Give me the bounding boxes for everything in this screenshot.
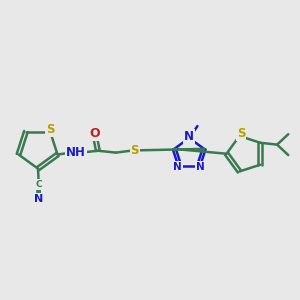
Text: S: S — [46, 123, 54, 136]
Text: NH: NH — [66, 146, 86, 159]
Text: N: N — [34, 194, 43, 204]
Text: S: S — [237, 127, 245, 140]
Text: C: C — [35, 180, 42, 189]
Text: N: N — [184, 130, 194, 143]
Text: O: O — [90, 127, 100, 140]
Text: N: N — [196, 162, 205, 172]
Text: N: N — [173, 162, 182, 172]
Text: S: S — [130, 144, 139, 157]
